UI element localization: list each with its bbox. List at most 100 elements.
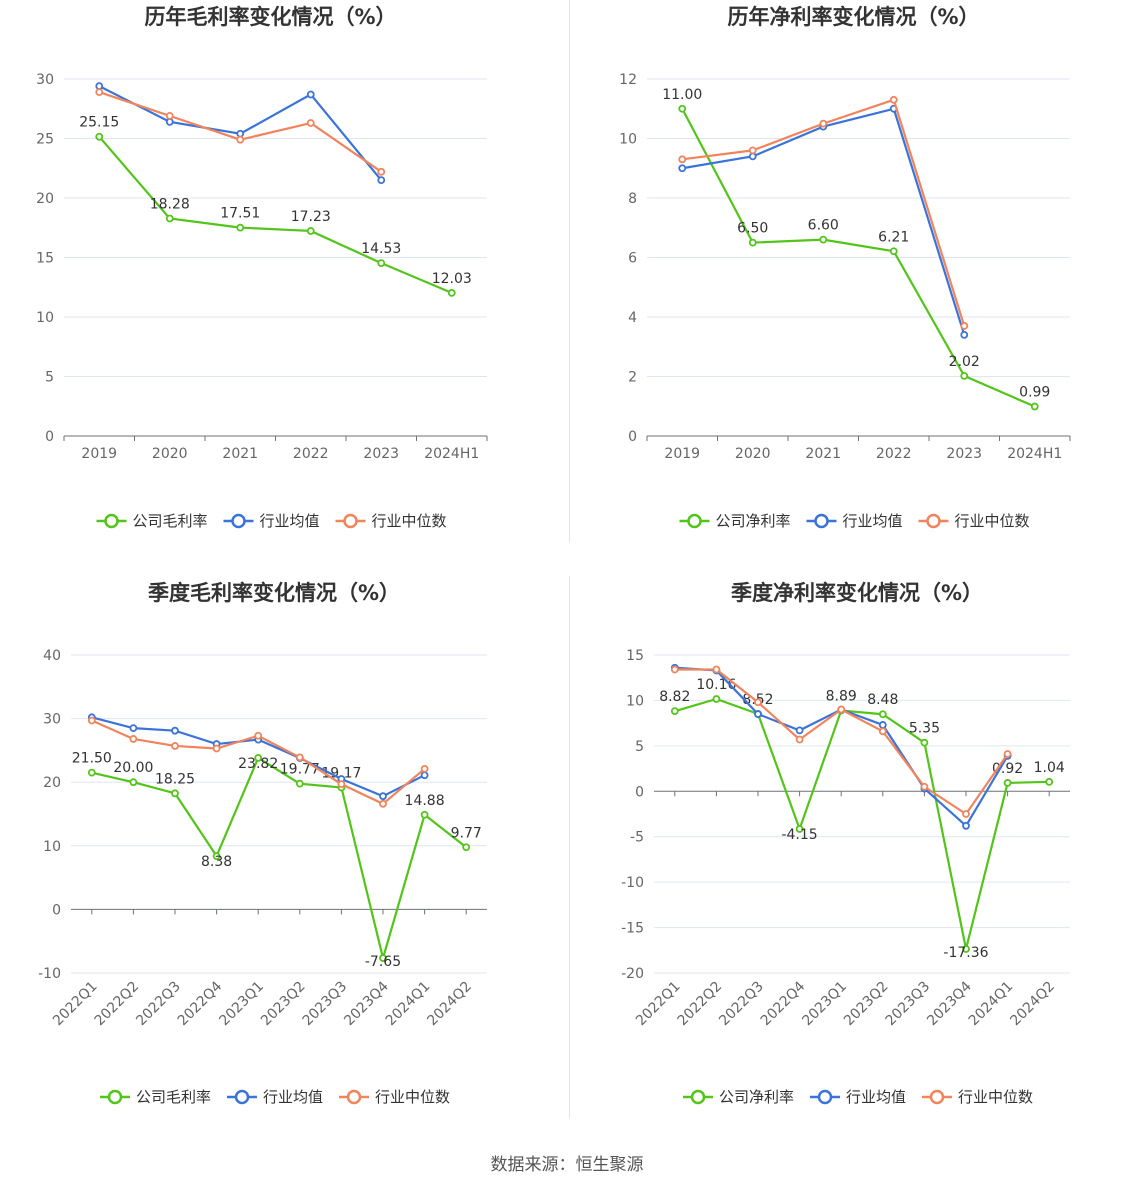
y-tick-label: -15 — [621, 921, 644, 937]
legend-marker-icon — [346, 1089, 362, 1105]
legend-item[interactable]: 行业均值 — [223, 512, 320, 530]
data-point-company — [670, 707, 679, 716]
chart-4: 季度净利率变化情况（%）-20-15-10-50510152022Q12022Q… — [621, 581, 1070, 1106]
data-point-avg — [171, 726, 179, 735]
y-tick-label: 8 — [628, 191, 637, 207]
legend-label: 行业中位数 — [955, 512, 1030, 530]
legend-label: 公司毛利率 — [136, 1088, 211, 1106]
data-point-avg — [306, 90, 315, 99]
legend-marker-icon — [231, 513, 246, 529]
data-point-company — [962, 945, 970, 953]
x-tick-label: 2023Q2 — [841, 979, 892, 1030]
legend-label: 行业均值 — [263, 1088, 323, 1106]
legend-item[interactable]: 行业中位数 — [335, 512, 447, 530]
data-point-company — [420, 810, 429, 819]
data-point-median — [795, 735, 804, 744]
y-tick-label: 10 — [619, 132, 637, 148]
legend-item[interactable]: 公司毛利率 — [100, 1088, 211, 1106]
data-point-median — [212, 744, 221, 753]
legend-marker-icon — [234, 1089, 250, 1105]
y-tick-label: 6 — [628, 251, 637, 267]
legend-label: 行业均值 — [843, 512, 903, 530]
data-point-median — [95, 88, 104, 96]
x-tick-label: 2022Q3 — [716, 979, 767, 1030]
y-tick-label: 12 — [619, 72, 637, 88]
y-tick-label: 15 — [626, 648, 644, 664]
y-tick-label: 0 — [45, 429, 54, 445]
legend-label: 行业均值 — [846, 1088, 906, 1106]
data-point-company — [1030, 402, 1039, 411]
y-tick-label: 0 — [52, 902, 61, 918]
legend-item[interactable]: 行业中位数 — [339, 1088, 450, 1106]
x-tick-label: 2023 — [363, 446, 399, 462]
data-label: 8.82 — [659, 689, 690, 705]
y-tick-label: 10 — [36, 310, 54, 326]
legend-item[interactable]: 行业均值 — [227, 1088, 323, 1106]
x-tick-label: 2023 — [946, 446, 982, 462]
y-tick-label: 25 — [36, 132, 54, 148]
x-tick-label: 2022Q4 — [758, 978, 809, 1029]
chart-title: 历年毛利率变化情况（%） — [144, 5, 396, 29]
y-tick-label: -5 — [630, 830, 644, 846]
legend-item[interactable]: 公司毛利率 — [96, 512, 208, 530]
legend-item[interactable]: 公司净利率 — [683, 1088, 794, 1106]
data-point-company — [236, 223, 245, 232]
data-point-median — [889, 95, 898, 104]
data-label: 11.00 — [662, 87, 702, 103]
data-label: 1.04 — [1034, 760, 1065, 776]
data-point-median — [962, 810, 970, 818]
data-point-median — [254, 731, 263, 740]
x-tick-label: 2024Q1 — [966, 979, 1017, 1030]
data-point-median — [960, 322, 969, 330]
data-point-median — [670, 665, 679, 674]
x-tick-label: 2022Q1 — [633, 979, 684, 1030]
data-point-company — [819, 235, 828, 244]
data-point-avg — [377, 176, 386, 185]
chart-2: 历年净利率变化情况（%） 0 2 4 6 8 10 12 2019 2020 2021 2022 202… — [619, 5, 1071, 530]
x-tick-label: 2022 — [876, 446, 912, 462]
data-point-company — [447, 288, 456, 297]
data-label: 6.60 — [808, 218, 839, 234]
data-point-company — [171, 789, 179, 798]
legend-marker-icon — [343, 513, 358, 529]
data-point-company — [129, 778, 138, 787]
chart-title: 季度毛利率变化情况（%） — [148, 581, 400, 605]
data-point-company — [889, 247, 898, 256]
legend-marker-icon — [926, 513, 941, 529]
data-point-median — [171, 742, 179, 750]
legend-label: 公司净利率 — [716, 512, 791, 530]
legend-item[interactable]: 行业中位数 — [922, 1088, 1033, 1106]
data-point-median — [129, 735, 138, 743]
data-point-median — [165, 111, 174, 120]
legend-label: 行业中位数 — [375, 1088, 450, 1106]
data-point-company — [878, 710, 887, 719]
y-tick-label: 20 — [36, 191, 54, 207]
legend-item[interactable]: 行业均值 — [806, 512, 903, 530]
legend-item[interactable]: 公司净利率 — [679, 512, 791, 530]
data-point-company — [165, 214, 174, 223]
x-tick-label: 2023Q2 — [258, 979, 309, 1030]
x-tick-label: 2024Q2 — [1007, 979, 1058, 1030]
x-tick-label: 2021 — [222, 446, 258, 462]
data-point-company — [377, 259, 386, 267]
legend-item[interactable]: 行业中位数 — [918, 512, 1030, 530]
x-tick-label: 2024H1 — [424, 446, 479, 462]
data-point-company — [87, 768, 96, 777]
data-label: 9.77 — [451, 825, 482, 841]
data-point-company — [295, 779, 304, 788]
data-point-avg — [960, 330, 969, 339]
data-point-median — [236, 135, 245, 144]
data-point-avg — [962, 821, 970, 830]
data-point-median — [420, 764, 429, 773]
data-point-company — [462, 843, 471, 852]
legend-item[interactable]: 行业均值 — [810, 1088, 906, 1106]
data-point-company — [1045, 777, 1054, 786]
data-point-company — [795, 825, 804, 833]
legend-label: 行业均值 — [260, 512, 320, 530]
y-tick-label: 15 — [36, 251, 54, 267]
data-point-avg — [129, 724, 138, 733]
data-source-note: 数据来源：恒生聚源 — [490, 1155, 644, 1175]
data-point-avg — [878, 721, 887, 729]
data-label: 8.38 — [201, 854, 232, 870]
